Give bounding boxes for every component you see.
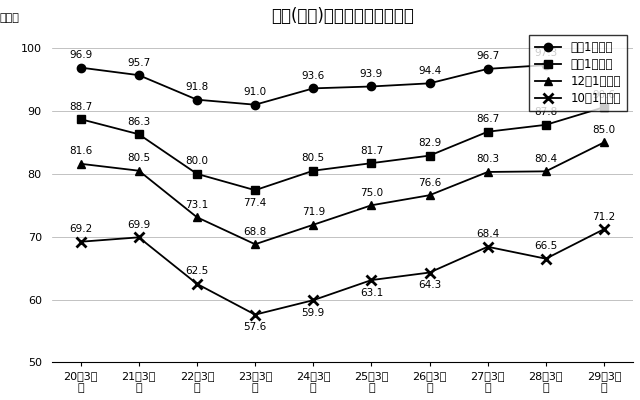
Text: 87.8: 87.8 — [534, 107, 557, 117]
10月1日現在 — [309, 298, 317, 302]
４月1日現在 — [367, 84, 375, 89]
Text: 81.6: 81.6 — [69, 146, 92, 156]
Text: 85.0: 85.0 — [593, 125, 616, 135]
Text: 82.9: 82.9 — [418, 138, 441, 148]
２月1日現在 — [309, 168, 317, 173]
Text: 57.6: 57.6 — [243, 322, 267, 332]
10月1日現在 — [252, 312, 259, 317]
２月1日現在 — [193, 172, 201, 176]
４月1日現在 — [135, 73, 143, 78]
４月1日現在 — [309, 86, 317, 91]
２月1日現在 — [484, 129, 492, 134]
４月1日現在 — [542, 63, 550, 68]
10月1日現在 — [484, 244, 492, 249]
Text: 69.9: 69.9 — [127, 220, 150, 230]
２月1日現在 — [77, 117, 84, 122]
Text: 93.6: 93.6 — [301, 71, 325, 81]
Legend: ４月1日現在, ２月1日現在, 12月1日現在, 10月1日現在: ４月1日現在, ２月1日現在, 12月1日現在, 10月1日現在 — [529, 35, 627, 111]
Text: 80.5: 80.5 — [301, 153, 325, 163]
Text: 75.0: 75.0 — [360, 188, 383, 198]
Text: 77.4: 77.4 — [243, 198, 267, 208]
Text: 66.5: 66.5 — [534, 241, 557, 251]
Text: 81.7: 81.7 — [360, 146, 383, 156]
10月1日現在 — [135, 235, 143, 240]
10月1日現在 — [600, 227, 608, 232]
12月1日現在 — [600, 140, 608, 145]
10月1日現在 — [77, 239, 84, 244]
Text: 91.8: 91.8 — [186, 82, 209, 92]
12月1日現在 — [484, 170, 492, 174]
４月1日現在 — [426, 81, 433, 86]
４月1日現在 — [193, 97, 201, 102]
Text: 63.1: 63.1 — [360, 288, 383, 298]
12月1日現在 — [77, 161, 84, 166]
12月1日現在 — [367, 203, 375, 208]
Text: 69.2: 69.2 — [69, 224, 92, 234]
４月1日現在 — [484, 66, 492, 71]
10月1日現在 — [367, 278, 375, 282]
Text: 97.3: 97.3 — [534, 48, 557, 58]
12月1日現在 — [426, 193, 433, 198]
12月1日現在 — [309, 222, 317, 227]
10月1日現在 — [426, 270, 433, 275]
Text: 90.6: 90.6 — [593, 90, 616, 100]
Text: 94.4: 94.4 — [418, 66, 441, 76]
Text: 80.0: 80.0 — [186, 156, 209, 166]
Text: 59.9: 59.9 — [301, 308, 325, 318]
Text: 73.1: 73.1 — [186, 200, 209, 210]
Text: 68.4: 68.4 — [476, 229, 499, 239]
Text: 71.2: 71.2 — [593, 212, 616, 222]
Text: 64.3: 64.3 — [418, 280, 441, 290]
Text: 80.4: 80.4 — [534, 154, 557, 164]
12月1日現在 — [252, 242, 259, 247]
４月1日現在 — [252, 102, 259, 107]
Text: 71.9: 71.9 — [301, 207, 325, 217]
Title: 就職(内定)率の推移　（大学）: 就職(内定)率の推移 （大学） — [271, 7, 413, 25]
Line: ４月1日現在: ４月1日現在 — [77, 61, 550, 109]
Text: 68.8: 68.8 — [243, 227, 267, 237]
Text: 96.7: 96.7 — [476, 51, 499, 61]
Line: 12月1日現在: 12月1日現在 — [77, 138, 608, 248]
Text: 76.6: 76.6 — [418, 178, 441, 188]
２月1日現在 — [367, 161, 375, 166]
２月1日現在 — [252, 188, 259, 192]
Text: （％）: （％） — [0, 13, 19, 23]
12月1日現在 — [135, 168, 143, 173]
Line: 10月1日現在: 10月1日現在 — [76, 224, 609, 320]
Text: 93.9: 93.9 — [360, 69, 383, 79]
２月1日現在 — [600, 105, 608, 110]
Text: 86.3: 86.3 — [127, 117, 150, 127]
Text: 96.9: 96.9 — [69, 50, 92, 60]
Text: 80.3: 80.3 — [476, 154, 499, 164]
Text: 91.0: 91.0 — [244, 87, 267, 97]
12月1日現在 — [542, 169, 550, 174]
２月1日現在 — [135, 132, 143, 137]
２月1日現在 — [542, 122, 550, 127]
Text: 86.7: 86.7 — [476, 114, 499, 124]
12月1日現在 — [193, 215, 201, 220]
Text: 95.7: 95.7 — [127, 58, 150, 68]
10月1日現在 — [193, 282, 201, 286]
Text: 62.5: 62.5 — [186, 266, 209, 276]
10月1日現在 — [542, 256, 550, 261]
４月1日現在 — [77, 65, 84, 70]
Text: 80.5: 80.5 — [127, 153, 150, 163]
２月1日現在 — [426, 153, 433, 158]
Text: 88.7: 88.7 — [69, 102, 92, 112]
Line: ２月1日現在: ２月1日現在 — [77, 103, 608, 194]
